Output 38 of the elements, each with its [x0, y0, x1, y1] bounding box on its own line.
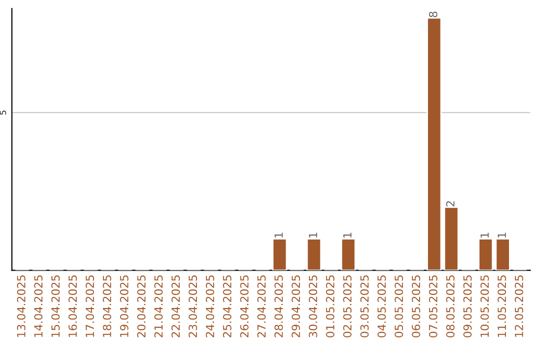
x-tick-label: 11.05.2025 — [498, 275, 506, 337]
x-tick-label: 26.04.2025 — [240, 275, 249, 338]
x-tick-label: 14.04.2025 — [34, 275, 43, 337]
data-label: 1 — [274, 232, 283, 238]
x-tick-label: 24.04.2025 — [206, 275, 214, 338]
x-tick-label: 02.05.2025 — [343, 275, 352, 338]
x-tick-label: 30.04.2025 — [308, 275, 318, 338]
x-tick-label: 21.04.2025 — [154, 275, 163, 338]
x-tick-label: 15.04.2025 — [51, 275, 60, 337]
data-label: 8 — [428, 12, 438, 18]
x-tick-label: 19.04.2025 — [120, 275, 128, 337]
x-tick-label: 23.04.2025 — [188, 275, 198, 338]
x-tick-label: 13.04.2025 — [17, 275, 26, 337]
x-tick-label: 18.04.2025 — [102, 275, 112, 337]
x-tick-label: 09.05.2025 — [463, 275, 472, 338]
x-tick-label: 08.05.2025 — [446, 275, 455, 338]
x-tick-label: 12.05.2025 — [514, 275, 524, 337]
x-tick-label: 27.04.2025 — [257, 275, 266, 338]
x-tick-label: 28.04.2025 — [274, 275, 283, 338]
x-tick-label: 04.05.2025 — [377, 275, 386, 338]
x-tick-label: 29.04.2025 — [292, 275, 300, 338]
x-tick-label: 16.04.2025 — [68, 275, 77, 337]
data-label: 1 — [308, 232, 318, 238]
data-label: 1 — [343, 232, 352, 238]
x-tick-label: 10.05.2025 — [480, 275, 489, 337]
x-tick-label: 06.05.2025 — [412, 275, 420, 338]
x-tick-label: 20.04.2025 — [137, 275, 146, 338]
x-tick-label: 22.04.2025 — [171, 275, 180, 338]
x-tick-label: 01.05.2025 — [326, 275, 334, 338]
data-label: 2 — [446, 201, 454, 206]
x-tick-label: 07.05.2025 — [428, 275, 438, 338]
data-label: 1 — [480, 232, 489, 238]
x-tick-label: 17.04.2025 — [86, 275, 94, 337]
x-tick-label: 05.05.2025 — [394, 275, 404, 338]
data-label: 1 — [498, 232, 506, 238]
y-tick-label: 5 — [0, 110, 6, 115]
x-tick-label: 25.04.2025 — [222, 275, 232, 338]
x-tick-label: 03.05.2025 — [360, 275, 369, 338]
